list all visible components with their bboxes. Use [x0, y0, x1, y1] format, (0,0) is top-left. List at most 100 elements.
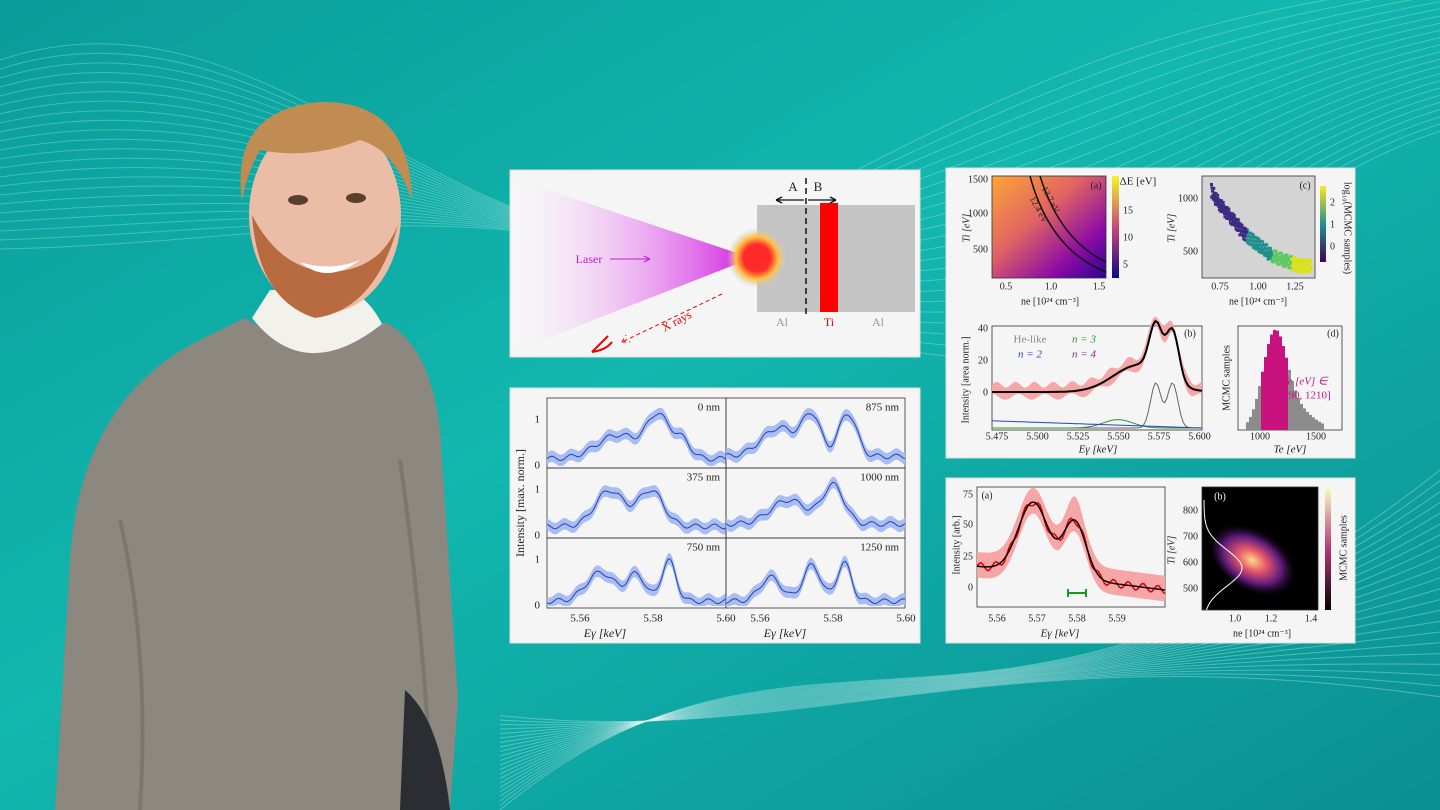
fit-line — [992, 319, 1203, 393]
scatter-cell — [1299, 260, 1303, 264]
scatter-cell — [1252, 239, 1256, 243]
histogram-bar — [1309, 414, 1312, 430]
scatter-cell — [1217, 200, 1221, 204]
scatter-cell — [1259, 244, 1263, 248]
scatter-cell — [1290, 261, 1294, 265]
scatter-cell — [1288, 259, 1292, 263]
histogram-bar — [1282, 346, 1285, 430]
scatter-cell — [1255, 246, 1259, 250]
scatter-cell — [1273, 256, 1277, 260]
label: 5.550 — [1107, 431, 1130, 442]
scatter-cell — [1265, 243, 1269, 247]
scatter-cell — [1240, 226, 1244, 230]
label: 5 — [1123, 259, 1128, 270]
wave — [499, 642, 1440, 739]
label: 15 — [1123, 205, 1133, 216]
label: Eγ [keV] — [763, 626, 807, 640]
scatter-cell — [1283, 264, 1287, 268]
scatter-cell — [1210, 183, 1213, 186]
scatter-cell — [1217, 208, 1221, 212]
label: 0 — [983, 387, 988, 398]
label: Al — [776, 315, 789, 329]
label: 700 — [1183, 531, 1198, 542]
wave — [499, 609, 1440, 752]
error-band — [547, 553, 726, 606]
histogram-bar — [1264, 357, 1267, 430]
scatter-cell — [1221, 200, 1225, 204]
scatter-cell — [1290, 257, 1294, 261]
scatter-cell — [1307, 263, 1311, 267]
scatter-cell — [1268, 247, 1272, 251]
label: 50 — [963, 519, 973, 530]
scatter-cell — [1267, 250, 1271, 254]
scatter-cell — [1292, 264, 1296, 268]
scatter-cell — [1277, 262, 1281, 266]
label: Laser — [576, 252, 603, 266]
scatter-cell — [1253, 246, 1257, 250]
scatter-cell — [1281, 264, 1285, 268]
scatter-cell — [1216, 197, 1220, 201]
laser-arrow — [610, 255, 651, 263]
scatter-cell — [1222, 204, 1226, 208]
scatter-cell — [1307, 269, 1311, 273]
scatter-cell — [1232, 213, 1236, 217]
scatter-cell — [1267, 246, 1271, 250]
scatter-cell — [1226, 216, 1230, 220]
scatter-cell — [1297, 258, 1301, 262]
scatter-cell — [1280, 259, 1284, 263]
scatter-cell — [1303, 265, 1307, 269]
scatter-cell — [1248, 231, 1252, 235]
scatter-cell — [1214, 192, 1218, 196]
scatter-cell — [1219, 210, 1223, 214]
label: Intensity [max. norm.] — [513, 449, 527, 557]
scatter-cell — [1233, 219, 1237, 223]
scatter-cell — [1239, 230, 1243, 234]
scatter-cell — [1244, 230, 1248, 234]
label: n = 4 — [1072, 349, 1096, 361]
scatter-cell — [1294, 267, 1298, 271]
scatter-cell — [1309, 265, 1313, 269]
label: 1.00 — [1249, 281, 1267, 292]
scatter-cell — [1222, 211, 1226, 215]
laser-beam — [512, 178, 752, 352]
label: 800 — [1183, 505, 1198, 516]
scatter-cell — [1233, 216, 1237, 220]
resolution-bar — [1067, 589, 1087, 597]
scatter-cell — [1249, 243, 1253, 247]
histogram-bar — [1252, 409, 1255, 430]
scatter-cell — [1220, 207, 1224, 211]
scatter-cell — [1298, 267, 1302, 271]
error-band — [977, 487, 1165, 602]
scatter-cell — [1256, 243, 1260, 247]
scatter-cell — [1248, 235, 1252, 239]
scatter-cell — [1294, 262, 1298, 266]
label: Te [eV] — [1274, 444, 1307, 456]
scatter-cell — [1223, 205, 1227, 209]
error-band — [726, 555, 905, 606]
label: 1.0 — [1229, 613, 1242, 624]
histogram-bar — [1318, 421, 1321, 430]
label: 5.59 — [1108, 613, 1126, 624]
scatter-cell — [1304, 258, 1308, 262]
histogram-bar — [1303, 408, 1306, 430]
scatter-cell — [1216, 193, 1220, 197]
scatter-cell — [1254, 240, 1258, 244]
scatter-cell — [1235, 224, 1239, 228]
spectrum-line — [546, 490, 727, 530]
scatter-cell — [1291, 257, 1295, 261]
scatter-cell — [1284, 260, 1288, 264]
scatter-cell — [1264, 251, 1268, 255]
label: 1500 — [968, 174, 988, 185]
scatter-cell — [1286, 263, 1290, 267]
scatter-cell — [1269, 252, 1273, 256]
scatter-cell — [1304, 260, 1308, 264]
scatter-cell — [1235, 221, 1239, 225]
scatter-cell — [1230, 218, 1234, 222]
scatter-cell — [1260, 247, 1264, 251]
scatter-cell — [1286, 259, 1290, 263]
plasma-glow — [727, 228, 787, 288]
marginal — [1203, 500, 1243, 611]
label: Al — [872, 315, 885, 329]
scatter-cell — [1221, 210, 1225, 214]
